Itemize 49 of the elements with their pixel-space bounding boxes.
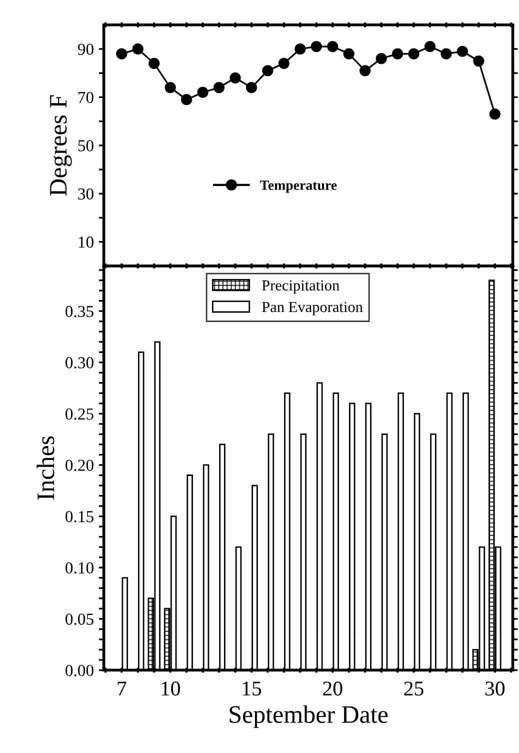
x-axis-title: September Date [230, 705, 388, 728]
point [246, 82, 258, 94]
point [197, 86, 208, 98]
x-tick-label: 7 [118, 682, 126, 696]
x-tick-label: 15 [242, 682, 262, 696]
point [164, 82, 176, 94]
y-tick-label: 90 [78, 44, 94, 55]
point [489, 108, 500, 120]
y-tick-label: 50 [78, 140, 94, 152]
point [343, 48, 354, 60]
x-tick-label: 20 [323, 682, 342, 696]
point [230, 72, 241, 84]
x-tick-label: 25 [404, 682, 424, 696]
legend-label: Pan Evaporation [262, 302, 363, 316]
point [132, 43, 144, 55]
y-axis-title: Degrees F [50, 95, 72, 196]
point [181, 94, 192, 106]
point [310, 40, 322, 52]
y-tick-label: 0.10 [66, 562, 94, 574]
y-tick-label: 0.25 [66, 408, 94, 420]
y-tick-label: 70 [78, 92, 94, 104]
point [440, 48, 452, 60]
legend-label: Temperature [260, 180, 337, 193]
point [473, 55, 484, 67]
y-tick-label: 0.30 [66, 357, 94, 368]
y-tick-label: 0.00 [66, 664, 94, 676]
x-tick-label: 30 [486, 682, 505, 696]
y-tick-label: 0.05 [66, 614, 94, 625]
point [360, 65, 371, 76]
point [392, 48, 404, 60]
point [213, 82, 225, 94]
legend-label: Precipitation [262, 280, 340, 294]
x-tick-label: 10 [162, 682, 180, 696]
y-axis-title: Inches [36, 436, 54, 500]
y-tick-label: 30 [78, 188, 94, 200]
point [408, 48, 420, 60]
point [262, 65, 274, 76]
y-tick-label: 0.20 [66, 460, 94, 472]
point [148, 58, 160, 69]
y-tick-label: 0.15 [66, 510, 94, 522]
point [116, 48, 128, 60]
y-tick-label: 0.35 [66, 306, 94, 318]
point [327, 40, 338, 52]
point [456, 46, 468, 57]
point [278, 58, 290, 69]
point [294, 43, 306, 55]
point [424, 40, 436, 52]
point [376, 53, 387, 64]
y-tick-label: 10 [78, 236, 94, 248]
